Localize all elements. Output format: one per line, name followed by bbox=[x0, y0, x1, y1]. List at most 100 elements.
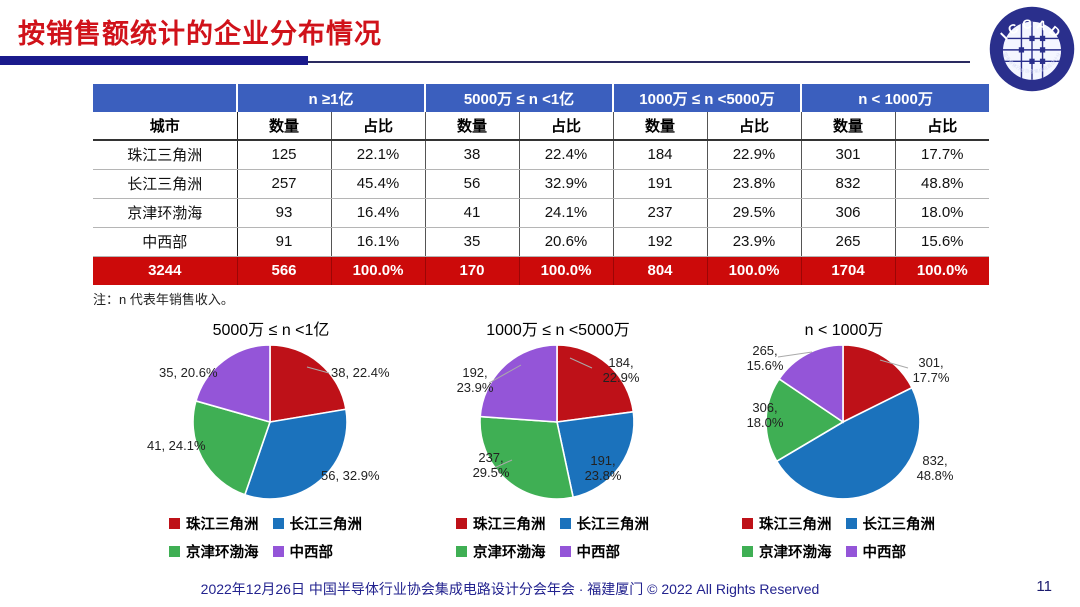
pie-chart-under-1000wan: n < 1000万 301, 17.7% 832, 48.8% 306, 18.… bbox=[728, 310, 1028, 572]
pie-slice-京津环渤海 bbox=[765, 377, 845, 463]
column-header-cell: 占比 bbox=[331, 112, 426, 141]
value-cell: 301 bbox=[801, 140, 896, 170]
legend-swatch-red bbox=[169, 518, 180, 529]
table-column-header-row: 城市 数量 占比 数量 占比 数量 占比 数量 占比 bbox=[93, 112, 990, 141]
sales-distribution-table: n ≥1亿 5000万 ≤ n <1亿 1000万 ≤ n <5000万 n < 10… bbox=[93, 84, 990, 285]
value-cell: 15.6% bbox=[895, 227, 990, 257]
legend-item-zhujiang: 珠江三角洲 bbox=[456, 513, 546, 534]
value-cell: 23.8% bbox=[707, 169, 802, 199]
legend-item-zhongxibu: 中西部 bbox=[559, 541, 650, 562]
value-cell: 17.7% bbox=[895, 140, 990, 170]
legend-label: 京津环渤海 bbox=[759, 545, 832, 561]
legend-swatch-purple bbox=[272, 546, 284, 557]
pie-label-zhongxibu: 265, 15.6% bbox=[746, 343, 784, 374]
pie-legend: 珠江三角洲 长江三角洲 京津环渤海 中西部 bbox=[169, 513, 362, 562]
value-cell: 93 bbox=[237, 198, 332, 228]
table-group-header-row: n ≥1亿 5000万 ≤ n <1亿 1000万 ≤ n <5000万 n < 10… bbox=[93, 84, 990, 112]
pie-label-jingjin: 237, 29.5% bbox=[472, 450, 510, 481]
legend-label: 珠江三角洲 bbox=[759, 517, 832, 533]
table-row: 京津环渤海 93 16.4% 41 24.1% 237 29.5% 306 18.0% bbox=[93, 198, 990, 228]
chart-title: 5000万 ≤ n <1亿 bbox=[212, 322, 330, 339]
value-cell: 191 bbox=[613, 169, 708, 199]
legend-label: 长江三角洲 bbox=[576, 517, 650, 533]
value-cell: 16.4% bbox=[331, 198, 426, 228]
value-cell: 237 bbox=[613, 198, 708, 228]
legend-item-zhongxibu: 中西部 bbox=[272, 541, 363, 562]
total-value-cell: 100.0% bbox=[707, 256, 802, 285]
legend-label: 中西部 bbox=[576, 545, 621, 561]
value-cell: 192 bbox=[613, 227, 708, 257]
table-row: 长江三角洲 257 45.4% 56 32.9% 191 23.8% 832 48.8% bbox=[93, 169, 990, 199]
value-cell: 56 bbox=[425, 169, 520, 199]
column-header-cell: 占比 bbox=[519, 112, 614, 141]
value-cell: 41 bbox=[425, 198, 520, 228]
column-header-cell: 数量 bbox=[237, 112, 332, 141]
legend-item-jingjin: 京津环渤海 bbox=[742, 541, 832, 562]
table-row: 珠江三角洲 125 22.1% 38 22.4% 184 22.9% 301 17.7% bbox=[93, 140, 990, 170]
value-cell: 48.8% bbox=[895, 169, 990, 199]
legend-item-zhujiang: 珠江三角洲 bbox=[742, 513, 832, 534]
title-underline-bar bbox=[0, 56, 308, 65]
legend-item-changjiang: 长江三角洲 bbox=[272, 513, 362, 534]
legend-swatch-red bbox=[456, 518, 467, 529]
column-header-cell: 数量 bbox=[801, 112, 896, 141]
pie-chart-1000wan-to-5000wan: 1000万 ≤ n <5000万 184, 22.9% 191, 23.8% 2… bbox=[442, 310, 742, 572]
pie-label-changjiang: 832, 48.8% bbox=[916, 453, 954, 484]
table-note: 注：n 代表年销售收入。 bbox=[93, 292, 234, 307]
pie-chart-5000wan-to-1yi: 5000万 ≤ n <1亿 38, 22.4% 56, 32.9% 41, 24… bbox=[147, 310, 455, 572]
total-value-cell: 100.0% bbox=[331, 256, 426, 285]
value-cell: 45.4% bbox=[331, 169, 426, 199]
group-header-cell: 1000万 ≤ n <5000万 bbox=[613, 84, 802, 112]
page-title: 按销售额统计的企业分布情况 bbox=[18, 19, 382, 49]
legend-label: 长江三角洲 bbox=[862, 517, 936, 533]
total-value-cell: 1704 bbox=[801, 256, 896, 285]
pie-slice-长江三角洲 bbox=[556, 410, 635, 499]
page-number: 11 bbox=[1036, 578, 1052, 595]
chart-title: n < 1000万 bbox=[804, 322, 884, 339]
legend-item-changjiang: 长江三角洲 bbox=[559, 513, 650, 534]
value-cell: 125 bbox=[237, 140, 332, 170]
pie-graphic bbox=[192, 344, 348, 500]
pie-label-zhujiang: 301, 17.7% bbox=[912, 355, 950, 386]
pie-label-jingjin: 41, 24.1% bbox=[147, 438, 206, 453]
pie-label-changjiang: 56, 32.9% bbox=[321, 468, 380, 483]
legend-label: 珠江三角洲 bbox=[473, 517, 546, 533]
legend-item-zhujiang: 珠江三角洲 bbox=[169, 513, 259, 534]
pie-label-zhongxibu: 192, 23.9% bbox=[456, 365, 494, 396]
legend-swatch-green bbox=[742, 546, 753, 557]
total-value-cell: 100.0% bbox=[519, 256, 614, 285]
pie-label-zhujiang: 38, 22.4% bbox=[331, 365, 390, 380]
iccad-logo: ICCAD 中国半导体行业协会集成电路设计分会 bbox=[988, 5, 1075, 92]
pie-slice-京津环渤海 bbox=[479, 415, 575, 500]
total-value-cell: 170 bbox=[425, 256, 520, 285]
city-cell: 珠江三角洲 bbox=[93, 140, 238, 170]
legend-item-changjiang: 长江三角洲 bbox=[845, 513, 936, 534]
pie-legend: 珠江三角洲 长江三角洲 京津环渤海 中西部 bbox=[742, 513, 935, 562]
total-value-cell: 566 bbox=[237, 256, 332, 285]
value-cell: 184 bbox=[613, 140, 708, 170]
title-underline-line bbox=[308, 61, 970, 63]
value-cell: 306 bbox=[801, 198, 896, 228]
total-count-cell: 3244 bbox=[93, 256, 238, 285]
value-cell: 24.1% bbox=[519, 198, 614, 228]
table-total-row: 3244 566 100.0% 170 100.0% 804 100.0% 1704 100.0… bbox=[93, 256, 990, 285]
value-cell: 22.9% bbox=[707, 140, 802, 170]
value-cell: 23.9% bbox=[707, 227, 802, 257]
pie-label-jingjin: 306, 18.0% bbox=[746, 400, 784, 431]
pie-slice-珠江三角洲 bbox=[269, 344, 347, 423]
column-header-cell: 数量 bbox=[613, 112, 708, 141]
pie-legend: 珠江三角洲 长江三角洲 京津环渤海 中西部 bbox=[456, 513, 649, 562]
pie-label-zhujiang: 184, 22.9% bbox=[602, 355, 640, 386]
legend-swatch-blue bbox=[559, 518, 571, 529]
legend-label: 京津环渤海 bbox=[186, 545, 259, 561]
value-cell: 32.9% bbox=[519, 169, 614, 199]
chart-title: 1000万 ≤ n <5000万 bbox=[486, 322, 630, 339]
total-value-cell: 804 bbox=[613, 256, 708, 285]
total-value-cell: 100.0% bbox=[895, 256, 990, 285]
value-cell: 35 bbox=[425, 227, 520, 257]
value-cell: 832 bbox=[801, 169, 896, 199]
legend-label: 京津环渤海 bbox=[473, 545, 546, 561]
legend-swatch-purple bbox=[559, 546, 571, 557]
value-cell: 22.1% bbox=[331, 140, 426, 170]
value-cell: 265 bbox=[801, 227, 896, 257]
